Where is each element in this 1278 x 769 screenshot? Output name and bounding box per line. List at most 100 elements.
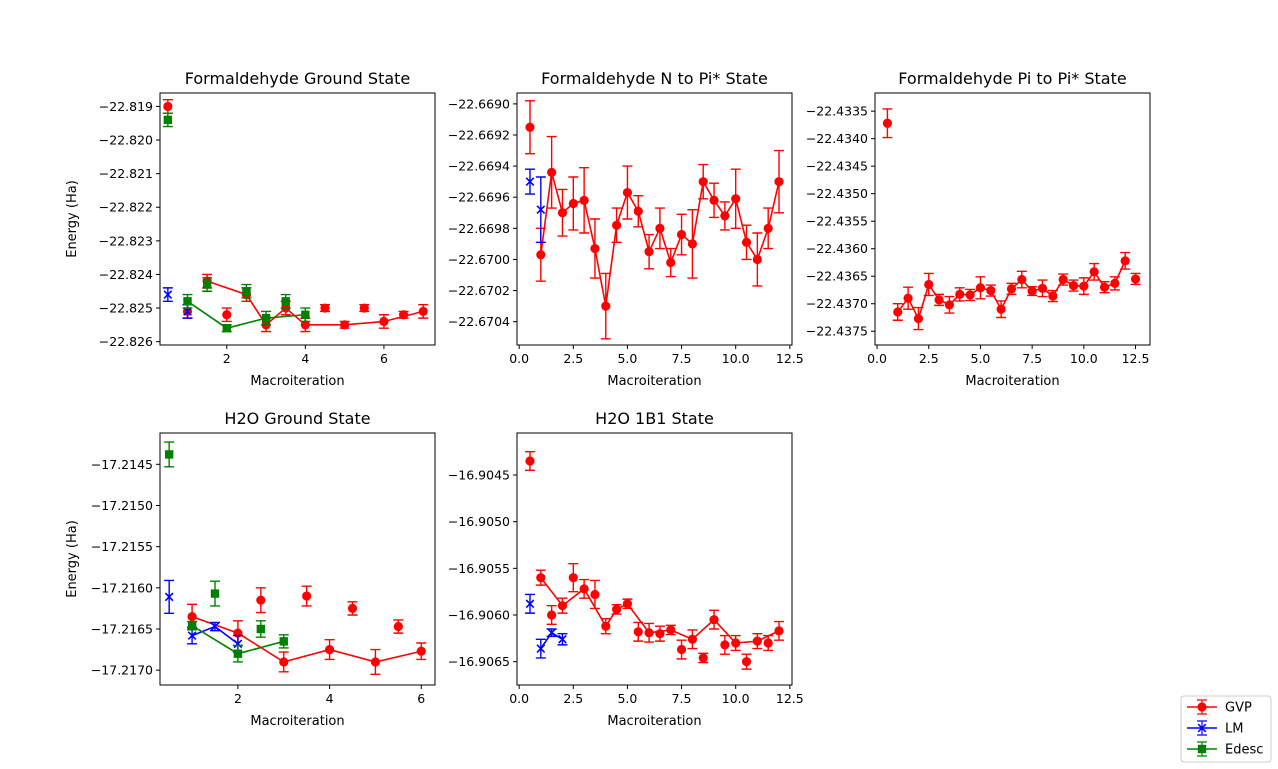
x-tick-label: 2 xyxy=(223,351,231,366)
data-point xyxy=(986,285,996,296)
data-point xyxy=(300,320,310,330)
data-point xyxy=(340,320,350,330)
y-tick-label: −16.9055 xyxy=(448,561,510,576)
data-point xyxy=(222,310,232,320)
legend-marker xyxy=(1197,702,1207,712)
data-point xyxy=(924,279,934,290)
data-point xyxy=(731,638,741,648)
x-tick-label: 0.0 xyxy=(509,351,529,366)
data-point xyxy=(547,610,557,620)
data-point xyxy=(187,621,197,630)
x-tick-label: 2.5 xyxy=(563,351,583,366)
y-tick-label: −22.826 xyxy=(99,334,153,349)
data-point xyxy=(547,628,557,638)
data-point xyxy=(568,573,578,583)
data-point xyxy=(261,313,271,323)
data-point xyxy=(163,115,173,125)
y-tick-label: −22.6700 xyxy=(448,252,510,267)
y-tick-label: −16.9045 xyxy=(448,468,510,483)
series-gvp xyxy=(882,108,1141,331)
data-point xyxy=(590,589,600,600)
legend-label: GVP xyxy=(1225,701,1252,716)
x-tick-label: 7.5 xyxy=(1022,351,1042,366)
data-point xyxy=(1099,282,1110,292)
data-point xyxy=(398,310,409,320)
y-tick-label: −17.2170 xyxy=(91,663,153,678)
data-point xyxy=(1120,256,1130,266)
series-line xyxy=(206,280,424,327)
data-point xyxy=(164,450,174,459)
data-point xyxy=(666,257,676,268)
data-point xyxy=(752,254,762,265)
series-gvp xyxy=(187,585,427,675)
panel-formaldehyde-n-to-pi-state: Formaldehyde N to Pi* State 0.0 2.5 5.0 7.5 1… xyxy=(448,69,804,389)
data-point xyxy=(763,223,773,233)
data-point xyxy=(164,592,174,602)
data-point xyxy=(955,289,965,299)
data-point xyxy=(720,211,730,221)
data-point xyxy=(379,316,389,327)
plot-area xyxy=(159,92,436,346)
data-point xyxy=(774,626,784,636)
data-point xyxy=(525,122,535,132)
data-point xyxy=(893,307,903,317)
data-point xyxy=(187,631,197,640)
x-tick-label: 5.0 xyxy=(617,691,637,706)
plot-area xyxy=(516,432,793,686)
data-point xyxy=(774,177,784,187)
y-tick-label: −22.4350 xyxy=(806,186,868,201)
data-point xyxy=(202,280,212,289)
data-point xyxy=(163,290,173,299)
x-tick-label: 10.0 xyxy=(722,691,750,706)
data-point xyxy=(547,167,557,177)
y-tick-label: −22.822 xyxy=(99,200,153,215)
data-point xyxy=(622,599,633,609)
x-tick-label: 12.5 xyxy=(1122,351,1150,366)
x-axis-label: Macroiteration xyxy=(607,714,701,729)
data-point xyxy=(655,223,665,233)
chart-title: Formaldehyde Pi to Pi* State xyxy=(898,69,1126,88)
y-tick-label: −22.819 xyxy=(99,99,153,114)
x-tick-label: 12.5 xyxy=(776,351,804,366)
data-point xyxy=(1079,281,1089,291)
data-point xyxy=(1037,283,1048,293)
x-tick-label: 2 xyxy=(234,691,242,706)
y-axis-label: Energy (Ha) xyxy=(65,520,80,598)
data-point xyxy=(416,646,426,656)
y-axis-label: Energy (Ha) xyxy=(65,180,80,258)
y-tick-label: −22.4345 xyxy=(806,159,868,174)
data-point xyxy=(687,634,697,644)
y-tick-label: −17.2160 xyxy=(91,580,153,595)
y-tick-label: −22.4375 xyxy=(806,324,868,339)
data-point xyxy=(975,283,986,293)
data-point xyxy=(233,649,243,658)
data-point xyxy=(418,306,428,316)
chart-title: Formaldehyde N to Pi* State xyxy=(541,69,768,88)
panel-formaldehyde-pi-to-pi-state: Formaldehyde Pi to Pi* State 0.0 2.5 5.0 7.5… xyxy=(806,69,1151,389)
data-point xyxy=(183,307,192,316)
data-point xyxy=(347,603,358,614)
series-line xyxy=(191,615,422,663)
legend-label: Edesc xyxy=(1225,743,1263,758)
data-point xyxy=(210,589,220,598)
y-tick-label: −17.2165 xyxy=(91,622,153,637)
data-point xyxy=(320,303,330,313)
data-point xyxy=(242,287,251,296)
plot-area xyxy=(874,92,1151,346)
data-point xyxy=(655,629,665,639)
data-point xyxy=(752,636,762,646)
data-point xyxy=(676,644,687,655)
data-point xyxy=(601,621,611,631)
data-point xyxy=(302,591,312,601)
data-point xyxy=(731,194,741,204)
y-tick-label: −22.4370 xyxy=(806,296,868,311)
data-point xyxy=(913,313,924,324)
series-edesc xyxy=(162,112,311,333)
data-point xyxy=(1089,267,1099,277)
x-tick-label: 2.5 xyxy=(563,691,583,706)
data-point xyxy=(359,303,369,313)
y-tick-label: −22.4365 xyxy=(806,269,868,284)
series-lm xyxy=(524,593,568,659)
x-tick-label: 7.5 xyxy=(672,691,692,706)
